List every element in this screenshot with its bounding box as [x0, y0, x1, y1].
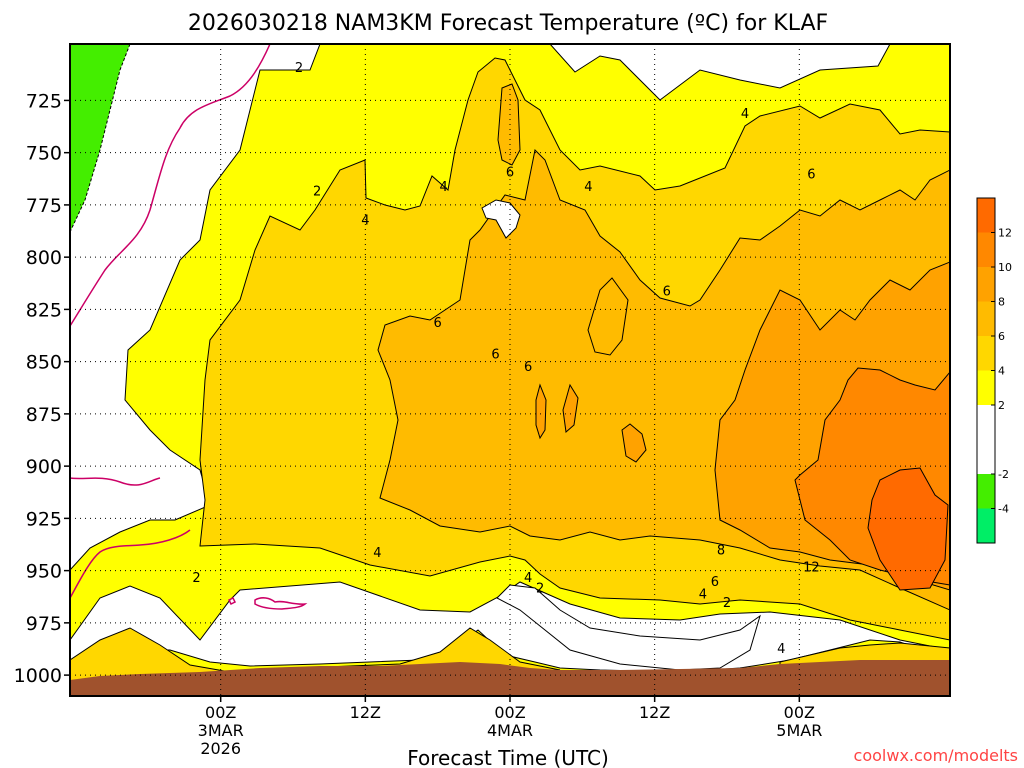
colorbar-swatch: [977, 267, 995, 302]
x-tick-label: 00Z: [205, 703, 236, 722]
colorbar-tick-label: 2: [998, 399, 1005, 412]
x-tick-label: 12Z: [350, 703, 381, 722]
x-axis-label: Forecast Time (UTC): [407, 746, 609, 768]
y-tick-label: 900: [26, 456, 62, 478]
colorbar-swatch: [977, 439, 995, 474]
contour-label: 4: [440, 180, 448, 195]
credit-label[interactable]: coolwx.com/modelts: [854, 746, 1018, 765]
field-orange-pocket-5: [562, 383, 579, 433]
isotherm-0-upper: [70, 44, 271, 327]
contour-label: 2: [295, 61, 303, 76]
y-tick-label: 1000: [14, 665, 62, 687]
x-tick-label: 00Z: [784, 703, 815, 722]
field-orange-pocket-1: [497, 83, 521, 166]
colorbar-swatch: [977, 198, 995, 233]
contour-label: 4: [699, 588, 707, 603]
colorbar-swatch: [977, 336, 995, 371]
contour-label: 8: [717, 544, 725, 559]
contour-label: 6: [663, 285, 671, 300]
contour-label: 6: [524, 360, 532, 375]
contour-label: 2: [192, 571, 200, 586]
contour-label: 4: [584, 180, 592, 195]
x-tick-label: 4MAR: [487, 721, 533, 740]
colorbar-tick-label: 8: [998, 296, 1005, 309]
x-tick-label: 3MAR: [198, 721, 244, 740]
y-tick-label: 850: [26, 352, 62, 374]
contour-label: 4: [741, 107, 749, 122]
x-tick-label: 2026: [200, 739, 241, 758]
x-tick-label: 12Z: [639, 703, 670, 722]
y-tick-label: 925: [26, 508, 62, 530]
colorbar-tick-label: 6: [998, 330, 1005, 343]
colorbar-swatch: [977, 301, 995, 336]
contour-label: 4: [373, 546, 381, 561]
y-tick-label: 800: [26, 247, 62, 269]
contour-label: 6: [711, 575, 719, 590]
field-white-pocket-2: [496, 584, 761, 671]
isotherm-0-lower: [70, 477, 161, 486]
colorbar-swatch: [977, 405, 995, 440]
grid-lines: [70, 44, 950, 696]
field-orange-pocket-3: [621, 423, 647, 463]
contour-label: 2: [723, 596, 731, 611]
y-tick-label: 950: [26, 561, 62, 583]
y-tick-label: 975: [26, 613, 62, 635]
colorbar-tick-label: 12: [998, 227, 1012, 240]
contour-label: 6: [491, 347, 499, 362]
field-orange-band-12-14: [867, 467, 949, 591]
colorbar-swatch: [977, 370, 995, 405]
y-tick-label: 825: [26, 299, 62, 321]
colorbar-tick-label: 4: [998, 365, 1005, 378]
colorbar-tick-label: -4: [998, 503, 1009, 516]
contour-label: 6: [434, 316, 442, 331]
contour-label: 2: [536, 581, 544, 596]
y-axis: 725 750 775 800 825 850 875 900 925 950 975 1000: [14, 90, 70, 687]
terrain-ground: [70, 660, 950, 696]
colorbar: -4 -2 2 4 6 8 10 12: [976, 197, 1012, 544]
colorbar-swatch: [977, 474, 995, 509]
field-green-region: [70, 44, 131, 233]
contour-label: 4: [524, 571, 532, 586]
y-tick-label: 875: [26, 404, 62, 426]
x-tick-label: 5MAR: [776, 721, 822, 740]
y-tick-label: 775: [26, 195, 62, 217]
contour-label: 2: [313, 184, 321, 199]
isotherm-0-low: [70, 529, 191, 599]
contour-label: 4: [777, 642, 785, 657]
contour-label: 6: [506, 165, 514, 180]
contour-label: 12: [803, 560, 820, 575]
isotherm-0-dot: [227, 596, 237, 606]
colorbar-tick-label: -2: [998, 468, 1009, 481]
field-orange-pocket-4: [535, 383, 547, 440]
field-orange-pocket-2: [587, 277, 629, 356]
contour-label: 4: [361, 214, 369, 229]
x-tick-label: 00Z: [494, 703, 525, 722]
colorbar-swatch: [977, 508, 995, 543]
isotherm-0-pocket: [254, 597, 308, 610]
y-tick-label: 750: [26, 143, 62, 165]
contour-label: 6: [807, 168, 815, 183]
colorbar-tick-label: 10: [998, 261, 1012, 274]
chart-title: 2026030218 NAM3KM Forecast Temperature (…: [188, 11, 828, 36]
y-tick-label: 725: [26, 90, 62, 112]
colorbar-swatch: [977, 232, 995, 267]
